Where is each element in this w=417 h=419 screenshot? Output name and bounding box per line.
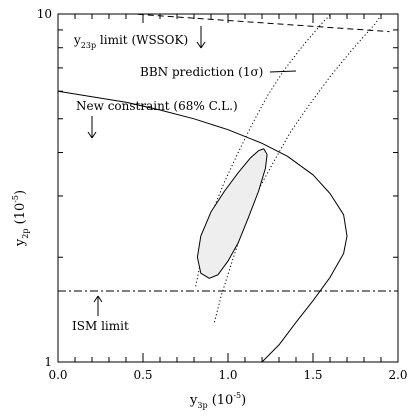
ism-arrow	[93, 295, 103, 316]
wssok-annotation: y23p limit (WSSOK)	[73, 33, 188, 50]
wssok-limit-line	[126, 14, 390, 33]
x-tick-label: 0.0	[48, 368, 67, 382]
x-tick-label: 0.5	[133, 368, 152, 382]
y-axis-title: y2p (10-5)	[11, 190, 30, 247]
x-tick-label: 1.0	[218, 368, 237, 382]
x-tick-label: 2.0	[388, 368, 407, 382]
x-tick-label: 1.5	[303, 368, 322, 382]
new-constraint-arrow	[87, 116, 97, 139]
tick-labels: 0.0 0.5 1.0 1.5 2.0 1 10	[37, 7, 408, 382]
ism-annotation: ISM limit	[72, 319, 129, 333]
bbn-annotation: BBN prediction (1σ)	[140, 65, 263, 79]
confidence-ellipse	[196, 148, 268, 279]
y-tick-label: 1	[44, 355, 52, 369]
wssok-arrow	[196, 26, 206, 49]
series-layer	[58, 14, 398, 362]
new-constraint-annotation: New constraint (68% C.L.)	[76, 99, 238, 113]
bbn-leader-line	[269, 70, 297, 73]
y-tick-label: 10	[37, 7, 52, 21]
tick-marks	[57, 13, 399, 363]
x-axis-title: y3p (10-5)	[189, 391, 246, 410]
new-constraint-curve	[58, 90, 348, 362]
